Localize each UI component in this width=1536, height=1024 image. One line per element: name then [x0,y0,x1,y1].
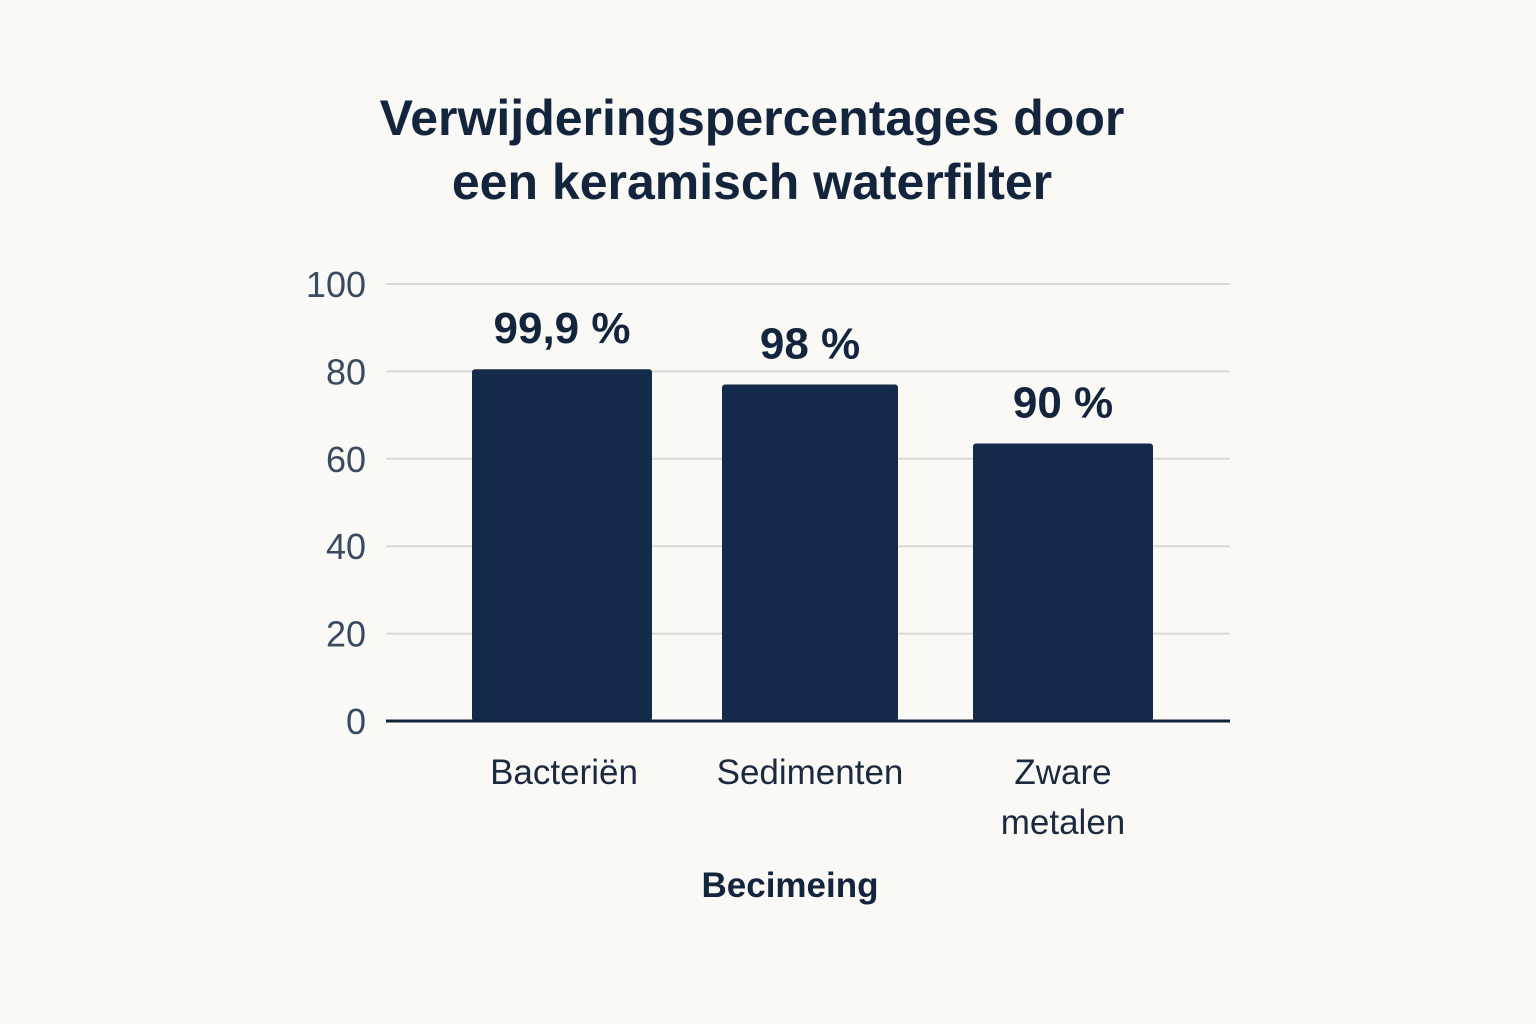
x-axis-title: Becimeing [702,866,879,905]
y-tick-label: 20 [326,614,366,655]
x-tick-label: Zware [1014,753,1111,792]
chart-title: Verwijderingspercentages door een kerami… [0,86,1504,214]
bar [973,443,1153,721]
x-tick-label: Sedimenten [717,753,904,792]
x-tick-label: metalen [1001,803,1126,842]
y-tick-label: 40 [326,526,366,567]
data-label: 90 % [1013,379,1113,428]
bars [472,369,1153,721]
y-tick-label: 0 [346,701,366,742]
value-labels: 99,9 % 98 % 90 % [494,304,1114,427]
y-axis-ticks: 0 20 40 60 80 100 [306,264,366,742]
bar [722,384,898,721]
data-label: 98 % [760,320,860,369]
y-tick-label: 60 [326,439,366,480]
y-tick-label: 80 [326,351,366,392]
data-label: 99,9 % [494,304,631,353]
chart-title-line-1: Verwijderingspercentages door [379,90,1125,146]
category-labels: Bacteriën Sedimenten Zware metalen [490,753,1125,842]
bar [472,369,652,721]
y-tick-label: 100 [306,264,366,305]
x-tick-label: Bacteriën [490,753,638,792]
chart-title-line-2: een keramisch waterfilter [451,154,1053,210]
